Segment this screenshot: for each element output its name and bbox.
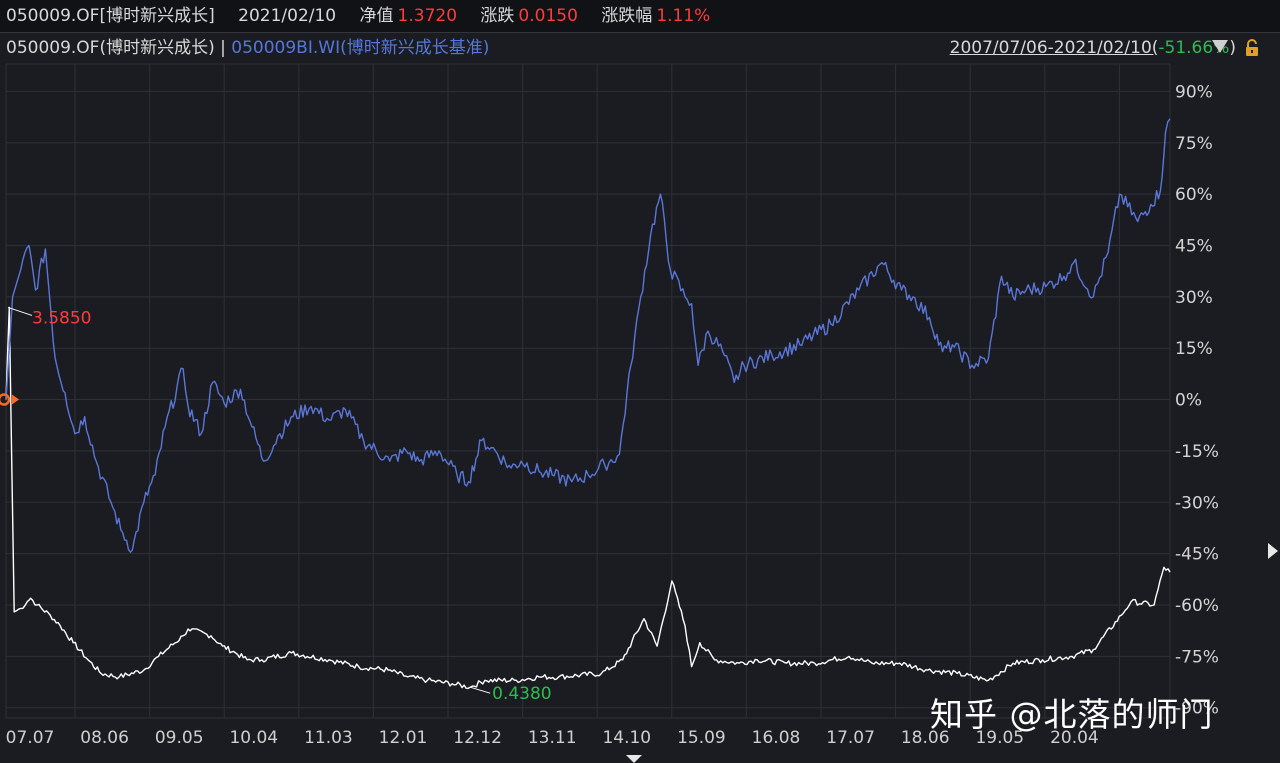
max-label: 3.5850 (32, 308, 91, 328)
x-tick-label: 12.01 (379, 728, 428, 748)
series-line (5, 118, 1171, 553)
quote-date: 2021/02/10 (238, 6, 337, 26)
x-tick-label: 14.10 (602, 728, 651, 748)
scroll-right-icon[interactable] (1268, 543, 1278, 559)
scroll-down-icon[interactable] (626, 755, 642, 763)
range-return: -51.66% (1158, 38, 1230, 58)
x-tick-label: 10.04 (229, 728, 278, 748)
x-tick-label: 18.06 (901, 728, 950, 748)
y-tick-label: -90% (1175, 699, 1219, 719)
y-tick-label: -60% (1175, 596, 1219, 616)
zero-marker-icon (0, 393, 11, 406)
legend-separator: | (220, 38, 226, 58)
x-tick-label: 07.07 (6, 728, 55, 748)
y-tick-label: 60% (1175, 185, 1213, 205)
date-range[interactable]: 2007/07/06-2021/02/10(-51.66%) (950, 34, 1236, 62)
change-label: 涨跌 (480, 6, 515, 26)
legend: 050009.OF(博时新兴成长) | 050009BI.WI(博时新兴成长基准… (6, 34, 489, 62)
series-line (5, 306, 1171, 690)
y-tick-label: 0% (1175, 391, 1202, 411)
lock-icon[interactable] (1242, 38, 1262, 58)
x-tick-label: 08.06 (80, 728, 129, 748)
x-tick-label: 12.12 (453, 728, 502, 748)
x-tick-label: 17.07 (826, 728, 875, 748)
series-lines (5, 118, 1171, 690)
min-label: 0.4380 (492, 684, 551, 704)
legend-bar: 050009.OF(博时新兴成长) | 050009BI.WI(博时新兴成长基准… (0, 34, 1280, 62)
y-tick-label: 75% (1175, 134, 1213, 154)
watermark: 知乎 @北落的师门 (930, 695, 1214, 734)
pct-label: 涨跌幅 (601, 6, 653, 26)
legend-benchmark[interactable]: 050009BI.WI(博时新兴成长基准) (231, 38, 490, 58)
change-value: 0.0150 (518, 6, 578, 26)
y-tick-label: 90% (1175, 82, 1213, 102)
range-text: 2007/07/06-2021/02/10( (949, 38, 1159, 58)
x-tick-label: 15.09 (677, 728, 726, 748)
y-tick-label: -45% (1175, 545, 1219, 565)
x-tick-label: 09.05 (155, 728, 204, 748)
y-tick-label: -30% (1175, 493, 1219, 513)
triangle-down-icon[interactable] (1212, 40, 1228, 53)
quote-bar: 050009.OF[博时新兴成长] 2021/02/10 净值 1.3720 涨跌… (0, 0, 1280, 33)
grid (5, 63, 1171, 719)
max-leader (7, 306, 33, 316)
x-tick-label: 20.04 (1050, 728, 1099, 748)
y-axis: 90% 75% 60% 45% 30% 15% 0% -15% -30% -45% -60% -75%… (1175, 82, 1219, 718)
x-tick-label: 11.03 (304, 728, 353, 748)
x-tick-label: 19.05 (975, 728, 1024, 748)
y-tick-label: 30% (1175, 288, 1213, 308)
x-axis: 07.07 08.06 09.05 10.04 11.03 12.01 12.12 13.11… (6, 728, 1099, 748)
pct-value: 1.11% (656, 6, 711, 26)
plot-frame (5, 63, 1171, 719)
y-tick-label: 45% (1175, 236, 1213, 256)
y-tick-label: -15% (1175, 442, 1219, 462)
nav-label: 净值 (359, 6, 394, 26)
fund-code-name: 050009.OF[博时新兴成长] (6, 6, 215, 26)
legend-fund[interactable]: 050009.OF(博时新兴成长) (6, 38, 215, 58)
nav-value: 1.3720 (397, 6, 458, 26)
min-leader (470, 686, 491, 694)
annotations: 3.5850 0.4380 (0, 306, 552, 704)
y-tick-label: -75% (1175, 647, 1219, 667)
y-tick-label: 15% (1175, 339, 1213, 359)
range-close: ) (1229, 38, 1236, 58)
x-tick-label: 16.08 (752, 728, 801, 748)
x-tick-label: 13.11 (528, 728, 577, 748)
zero-marker-arrow (12, 394, 19, 405)
